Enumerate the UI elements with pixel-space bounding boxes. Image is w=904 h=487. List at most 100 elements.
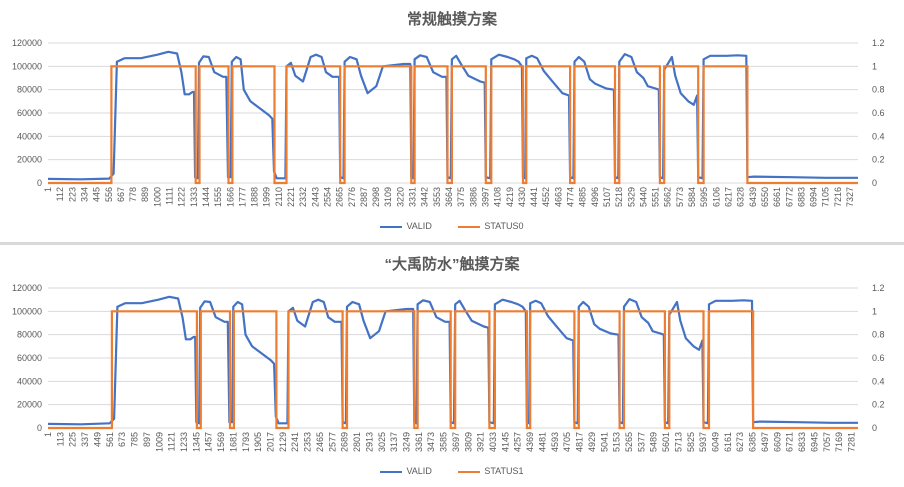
x-tick-label: 897 bbox=[142, 432, 152, 447]
series-line-valid bbox=[47, 295, 858, 426]
x-tick-label: 5377 bbox=[636, 432, 646, 452]
y-tick-left: 60000 bbox=[17, 353, 42, 363]
x-tick-label: 2129 bbox=[278, 432, 288, 452]
x-tick-label: 3025 bbox=[377, 432, 387, 452]
x-tick-label: 2017 bbox=[266, 432, 276, 452]
series-line-status bbox=[48, 65, 858, 185]
x-tick-label: 1793 bbox=[241, 432, 251, 452]
x-tick-label: 3442 bbox=[420, 187, 430, 207]
x-tick-label: 4257 bbox=[513, 432, 523, 452]
x-tick-label: 3775 bbox=[456, 187, 466, 207]
x-tick-label: 7169 bbox=[834, 432, 844, 452]
y-tick-right: 1 bbox=[872, 61, 877, 71]
x-tick-label: 3585 bbox=[439, 432, 449, 452]
x-tick-label: 1 bbox=[43, 187, 53, 192]
x-tick-label: 4996 bbox=[590, 187, 600, 207]
x-tick-label: 1233 bbox=[179, 432, 189, 452]
chart-legend: VALID STATUS1 bbox=[0, 466, 904, 476]
x-tick-label: 2110 bbox=[274, 187, 284, 206]
y-tick-left: 80000 bbox=[17, 85, 42, 95]
x-tick-label: 1905 bbox=[253, 432, 263, 452]
x-tick-label: 5440 bbox=[638, 187, 648, 207]
x-tick-label: 889 bbox=[140, 187, 150, 202]
chart-panel-regular: 常规触摸方案 0 0 20000 0.2 40000 0.4 60000 0.6 80000 0.… bbox=[0, 0, 904, 242]
x-tick-label: 5153 bbox=[612, 432, 622, 452]
x-tick-label: 3249 bbox=[401, 432, 411, 452]
x-tick-label: 6772 bbox=[784, 187, 794, 207]
x-tick-label: 6661 bbox=[772, 187, 782, 207]
x-tick-label: 2443 bbox=[310, 187, 320, 207]
chart-title: “大禹防水”触摸方案 bbox=[384, 256, 520, 273]
y-tick-left: 80000 bbox=[17, 330, 42, 340]
x-tick-label: 4481 bbox=[537, 432, 547, 452]
x-tick-label: 4705 bbox=[562, 432, 572, 452]
legend-swatch-valid bbox=[380, 225, 403, 228]
x-tick-label: 3664 bbox=[444, 187, 454, 207]
x-tick-label: 5995 bbox=[699, 187, 709, 207]
x-tick-label: 5329 bbox=[626, 187, 636, 207]
x-tick-label: 2577 bbox=[327, 432, 337, 452]
x-tick-label: 5041 bbox=[599, 432, 609, 452]
x-tick-label: 4663 bbox=[553, 187, 563, 207]
x-tick-label: 5107 bbox=[602, 187, 612, 207]
x-tick-label: 2332 bbox=[298, 187, 308, 207]
x-tick-label: 673 bbox=[117, 432, 127, 447]
x-tick-label: 6161 bbox=[723, 432, 733, 452]
x-tick-label: 7327 bbox=[845, 187, 855, 207]
x-tick-label: 2465 bbox=[315, 432, 325, 452]
x-tick-label: 2241 bbox=[290, 432, 300, 452]
x-tick-label: 334 bbox=[79, 187, 89, 202]
x-tick-label: 1555 bbox=[213, 187, 223, 207]
x-tick-label: 2801 bbox=[352, 432, 362, 452]
x-tick-label: 1888 bbox=[250, 187, 260, 207]
x-tick-label: 561 bbox=[105, 432, 115, 447]
x-tick-label: 7105 bbox=[821, 187, 831, 207]
legend-swatch-status bbox=[458, 470, 481, 473]
x-tick-label: 337 bbox=[80, 432, 90, 447]
x-tick-label: 3137 bbox=[389, 432, 399, 452]
y-tick-right: 1.2 bbox=[872, 283, 885, 293]
x-tick-label: 1999 bbox=[262, 187, 272, 207]
x-tick-label: 1121 bbox=[167, 432, 177, 451]
x-tick-label: 223 bbox=[67, 187, 77, 202]
x-tick-label: 6721 bbox=[785, 432, 795, 452]
x-tick-label: 1457 bbox=[204, 432, 214, 452]
x-tick-label: 1444 bbox=[201, 187, 211, 207]
x-tick-label: 6994 bbox=[809, 187, 819, 207]
y-tick-left: 0 bbox=[37, 423, 42, 433]
x-tick-label: 449 bbox=[92, 432, 102, 447]
x-tick-label: 5662 bbox=[663, 187, 673, 207]
x-tick-label: 7281 bbox=[846, 432, 856, 452]
y-tick-left: 120000 bbox=[12, 38, 42, 48]
x-tick-label: 1666 bbox=[225, 187, 235, 207]
x-tick-label: 1009 bbox=[154, 432, 164, 452]
x-tick-label: 4817 bbox=[575, 432, 585, 452]
x-tick-label: 5884 bbox=[687, 187, 697, 207]
x-tick-label: 5773 bbox=[675, 187, 685, 207]
x-tick-label: 3921 bbox=[476, 432, 486, 452]
x-tick-label: 6328 bbox=[736, 187, 746, 207]
legend-item-valid: VALID bbox=[380, 221, 432, 231]
x-tick-label: 2776 bbox=[347, 187, 357, 207]
x-tick-label: 4593 bbox=[550, 432, 560, 452]
x-tick-label: 2353 bbox=[303, 432, 313, 452]
x-tick-label: 4885 bbox=[578, 187, 588, 207]
x-tick-label: 1 bbox=[43, 432, 53, 437]
legend-item-status: STATUS0 bbox=[458, 221, 524, 231]
x-tick-label: 6945 bbox=[809, 432, 819, 452]
chart-plot: 0 0 20000 0.2 40000 0.4 60000 0.6 80000 0.8 100000… bbox=[12, 283, 885, 452]
x-tick-label: 4108 bbox=[493, 187, 503, 207]
x-tick-label: 6550 bbox=[760, 187, 770, 207]
y-tick-left: 100000 bbox=[12, 61, 42, 71]
x-tick-label: 1111 bbox=[165, 187, 175, 205]
legend-label-status: STATUS0 bbox=[484, 221, 524, 231]
series-line-status bbox=[48, 310, 858, 430]
x-tick-label: 6497 bbox=[760, 432, 770, 452]
x-tick-label: 4219 bbox=[505, 187, 515, 207]
y-tick-left: 40000 bbox=[17, 131, 42, 141]
y-tick-left: 20000 bbox=[17, 400, 42, 410]
x-tick-label: 2554 bbox=[322, 187, 332, 207]
x-tick-label: 3361 bbox=[414, 432, 424, 452]
x-tick-label: 2998 bbox=[371, 187, 381, 207]
y-tick-right: 0.8 bbox=[872, 85, 885, 95]
